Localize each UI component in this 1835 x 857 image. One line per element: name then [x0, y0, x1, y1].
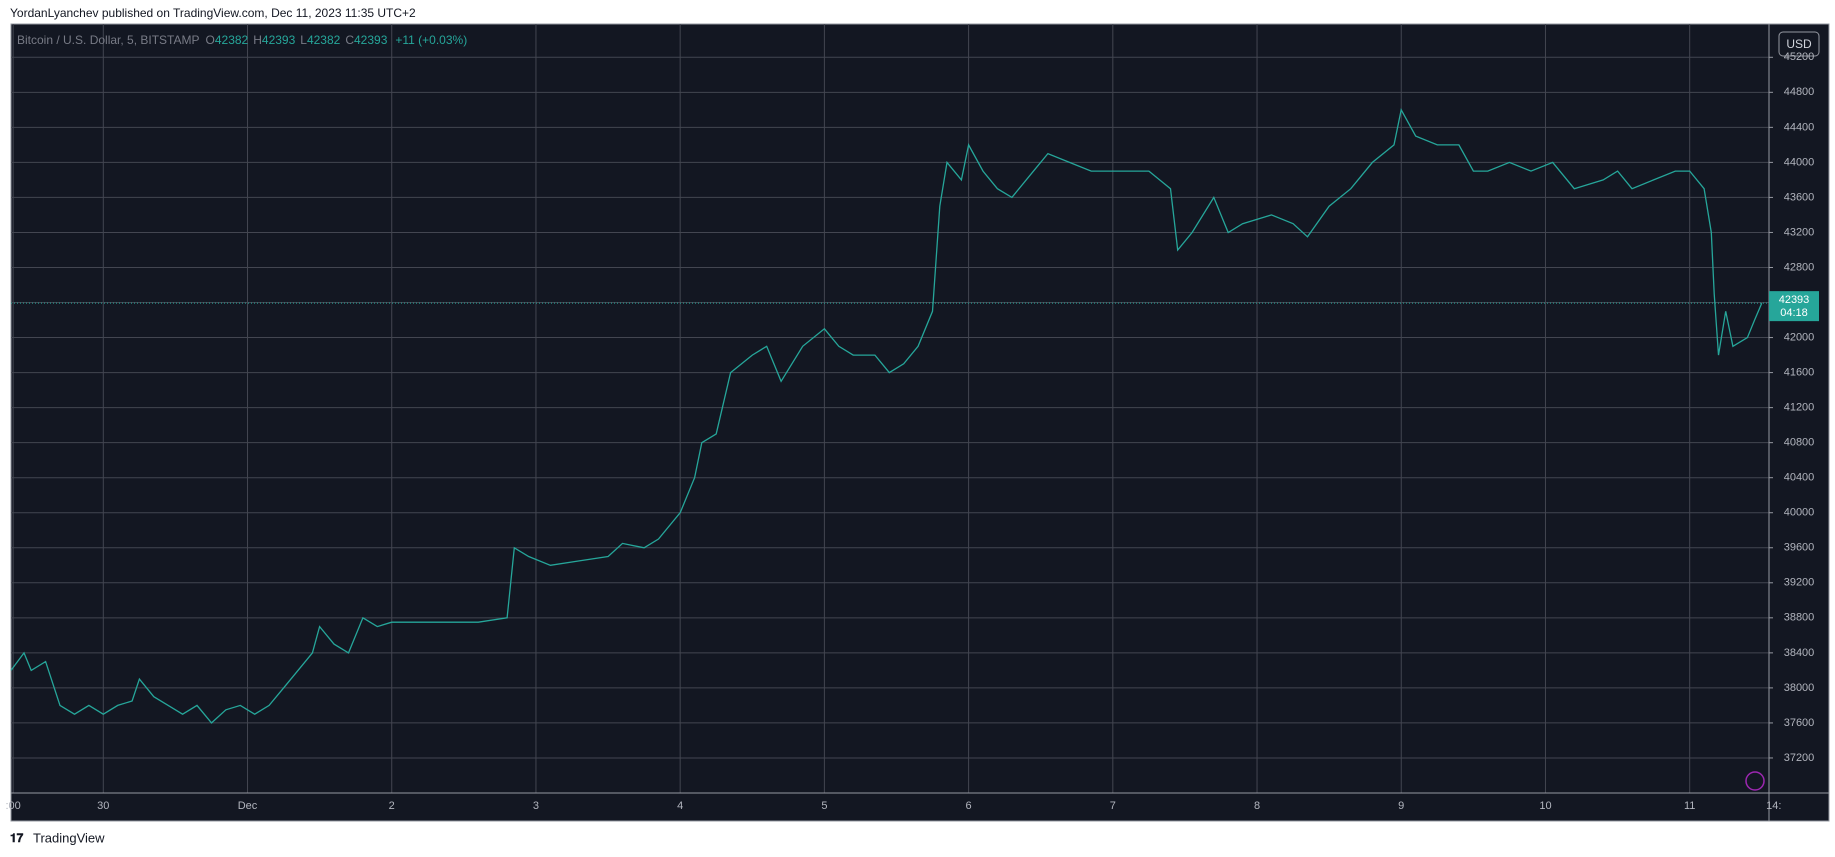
y-tick-label: 43200: [1784, 226, 1815, 238]
y-tick-label: 38800: [1784, 612, 1815, 624]
x-tick-label: 8: [1254, 800, 1260, 812]
ohlc-key: O: [206, 33, 215, 47]
alert-icon[interactable]: [1745, 771, 1765, 791]
ohlc-value: 42393: [354, 33, 388, 47]
price-line: [10, 107, 1763, 724]
x-tick-label: 6: [966, 800, 972, 812]
y-tick-label: 38000: [1784, 682, 1815, 694]
y-tick-label: 45200: [1784, 51, 1815, 63]
ohlc-key: L: [300, 33, 307, 47]
countdown-label: 04:18: [1780, 307, 1808, 319]
y-tick-label: 44000: [1784, 156, 1815, 168]
ohlc-key: C: [345, 33, 354, 47]
x-tick-label: 4: [677, 800, 683, 812]
x-tick-label: 2: [389, 800, 395, 812]
footer-brand: TradingView: [33, 830, 105, 845]
ohlc-value: 42393: [262, 33, 296, 47]
x-tick-label: 9: [1398, 800, 1404, 812]
ohlc-value: 42382: [307, 33, 341, 47]
symbol-label: Bitcoin / U.S. Dollar, 5, BITSTAMP: [17, 33, 200, 47]
x-tick-label: 14:: [1766, 800, 1781, 812]
y-tick-label: 39200: [1784, 577, 1815, 589]
currency-button[interactable]: [1778, 31, 1820, 57]
x-tick-label: 5: [821, 800, 827, 812]
ohlc-value: 42382: [215, 33, 249, 47]
y-tick-label: 39600: [1784, 542, 1815, 554]
y-tick-label: 41600: [1784, 366, 1815, 378]
x-tick-label: 10: [1539, 800, 1551, 812]
x-tick-label: 3: [533, 800, 539, 812]
byline: YordanLyanchev published on TradingView.…: [10, 6, 416, 20]
y-tick-label: 42800: [1784, 261, 1815, 273]
ohlc-legend: Bitcoin / U.S. Dollar, 5, BITSTAMP O 42382…: [17, 33, 467, 47]
y-tick-label: 42000: [1784, 331, 1815, 343]
x-tick-label: 11: [1684, 800, 1695, 812]
y-tick-label: 43600: [1784, 191, 1815, 203]
y-tick-label: 37200: [1784, 752, 1815, 764]
y-tick-label: 40000: [1784, 507, 1815, 519]
y-tick-label: 40400: [1784, 472, 1815, 484]
last-price-label: 42393: [1779, 294, 1810, 306]
y-tick-label: 44400: [1784, 121, 1815, 133]
currency-label[interactable]: USD: [1786, 37, 1812, 51]
y-tick-label: 38400: [1784, 647, 1815, 659]
y-tick-label: 37600: [1784, 717, 1815, 729]
ohlc-key: H: [253, 33, 262, 47]
last-price-box: [1769, 291, 1819, 322]
x-tick-label: Dec: [238, 800, 258, 812]
y-tick-label: 44800: [1784, 86, 1815, 98]
y-tick-label: 40800: [1784, 437, 1815, 449]
y-tick-label: 41200: [1784, 402, 1815, 414]
x-tick-label: 7: [1110, 800, 1116, 812]
chart-panel: [10, 23, 1830, 822]
change-label: +11 (+0.03%): [395, 33, 467, 47]
x-tick-label: 30: [97, 800, 109, 812]
x-tick-label: :00: [6, 800, 21, 812]
footer-logo: 𝟏𝟕: [10, 831, 24, 845]
